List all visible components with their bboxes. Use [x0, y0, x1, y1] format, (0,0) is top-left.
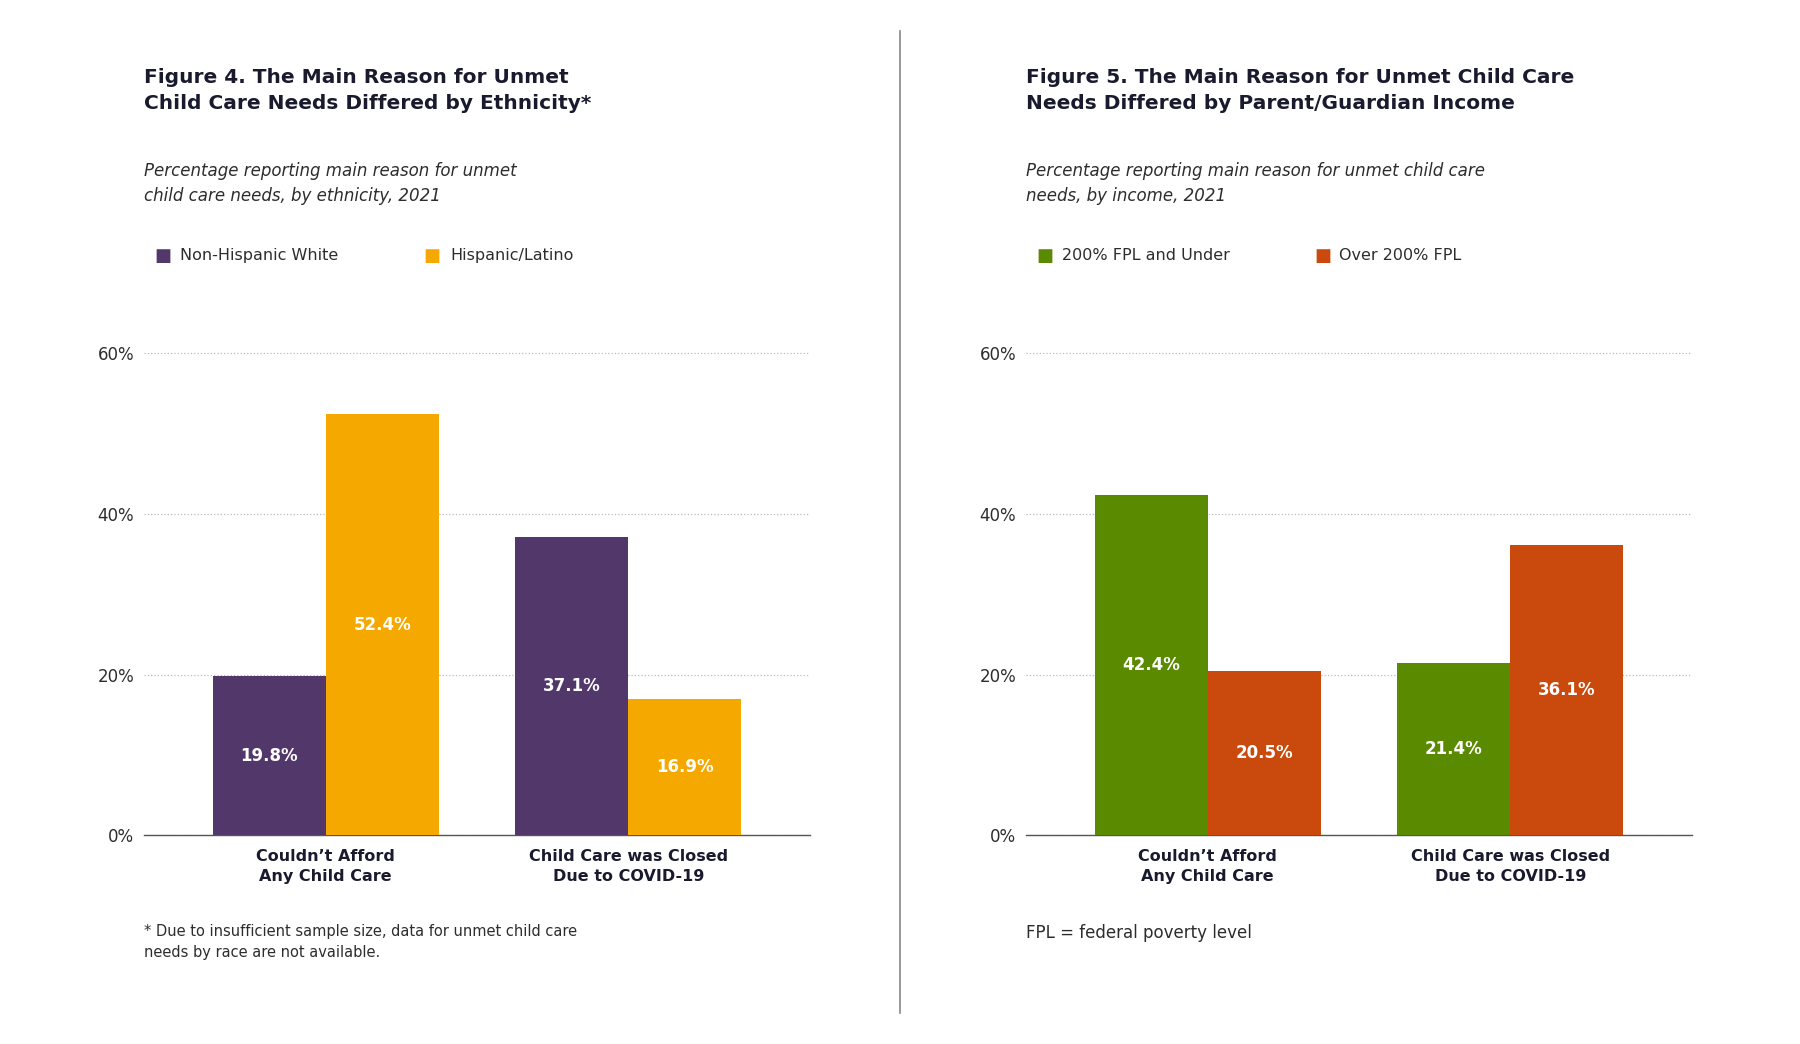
Bar: [1208, 670, 1321, 835]
Text: 200% FPL and Under: 200% FPL and Under: [1062, 248, 1229, 263]
Text: Percentage reporting main reason for unmet
child care needs, by ethnicity, 2021: Percentage reporting main reason for unm…: [144, 162, 517, 205]
Bar: [628, 699, 742, 835]
Bar: [515, 538, 628, 835]
Text: 42.4%: 42.4%: [1121, 656, 1181, 674]
Text: 20.5%: 20.5%: [1235, 744, 1292, 762]
Bar: [212, 677, 326, 835]
Text: Hispanic/Latino: Hispanic/Latino: [450, 248, 574, 263]
Text: 37.1%: 37.1%: [544, 678, 601, 695]
Text: ■: ■: [1037, 246, 1053, 265]
Text: ■: ■: [1314, 246, 1330, 265]
Text: FPL = federal poverty level: FPL = federal poverty level: [1026, 924, 1251, 942]
Text: * Due to insufficient sample size, data for unmet child care
needs by race are n: * Due to insufficient sample size, data …: [144, 924, 578, 959]
Text: Over 200% FPL: Over 200% FPL: [1339, 248, 1462, 263]
Text: 16.9%: 16.9%: [655, 758, 713, 777]
Text: Figure 5. The Main Reason for Unmet Child Care
Needs Differed by Parent/Guardian: Figure 5. The Main Reason for Unmet Chil…: [1026, 68, 1575, 113]
Text: Figure 4. The Main Reason for Unmet
Child Care Needs Differed by Ethnicity*: Figure 4. The Main Reason for Unmet Chil…: [144, 68, 590, 113]
Bar: [1510, 545, 1624, 835]
Text: 36.1%: 36.1%: [1537, 682, 1595, 699]
Text: 52.4%: 52.4%: [353, 616, 410, 634]
Text: 19.8%: 19.8%: [241, 746, 299, 764]
Bar: [1094, 495, 1208, 835]
Bar: [326, 414, 439, 835]
Text: ■: ■: [423, 246, 439, 265]
Text: Percentage reporting main reason for unmet child care
needs, by income, 2021: Percentage reporting main reason for unm…: [1026, 162, 1485, 205]
Text: 21.4%: 21.4%: [1426, 740, 1483, 758]
Bar: [1397, 663, 1510, 835]
Text: ■: ■: [155, 246, 171, 265]
Text: Non-Hispanic White: Non-Hispanic White: [180, 248, 338, 263]
